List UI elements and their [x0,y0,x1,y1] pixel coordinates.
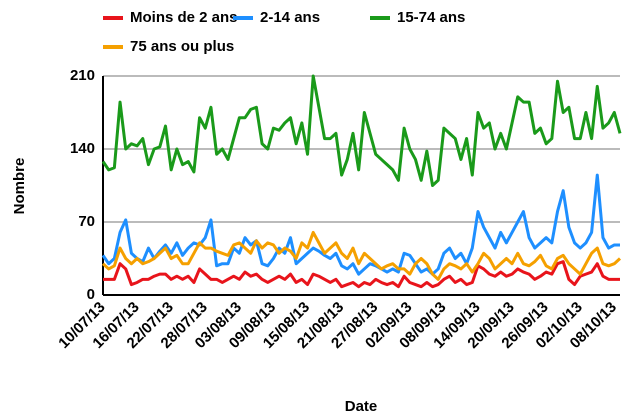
legend-label: 2-14 ans [260,9,320,26]
legend-label: Moins de 2 ans [130,9,238,26]
y-tick-label: 210 [70,67,95,84]
line-series [101,230,622,281]
y-tick-label: 140 [70,140,95,157]
line-series [103,260,620,289]
line-series [101,173,620,276]
y-axis-label: Nombre [11,158,28,215]
y-tick-label: 70 [78,213,95,230]
line-series [101,74,622,187]
x-axis-label: Date [345,398,378,415]
legend-label: 15-74 ans [397,9,465,26]
y-tick-label: 0 [87,286,95,303]
legend-label: 75 ans ou plus [130,38,234,55]
